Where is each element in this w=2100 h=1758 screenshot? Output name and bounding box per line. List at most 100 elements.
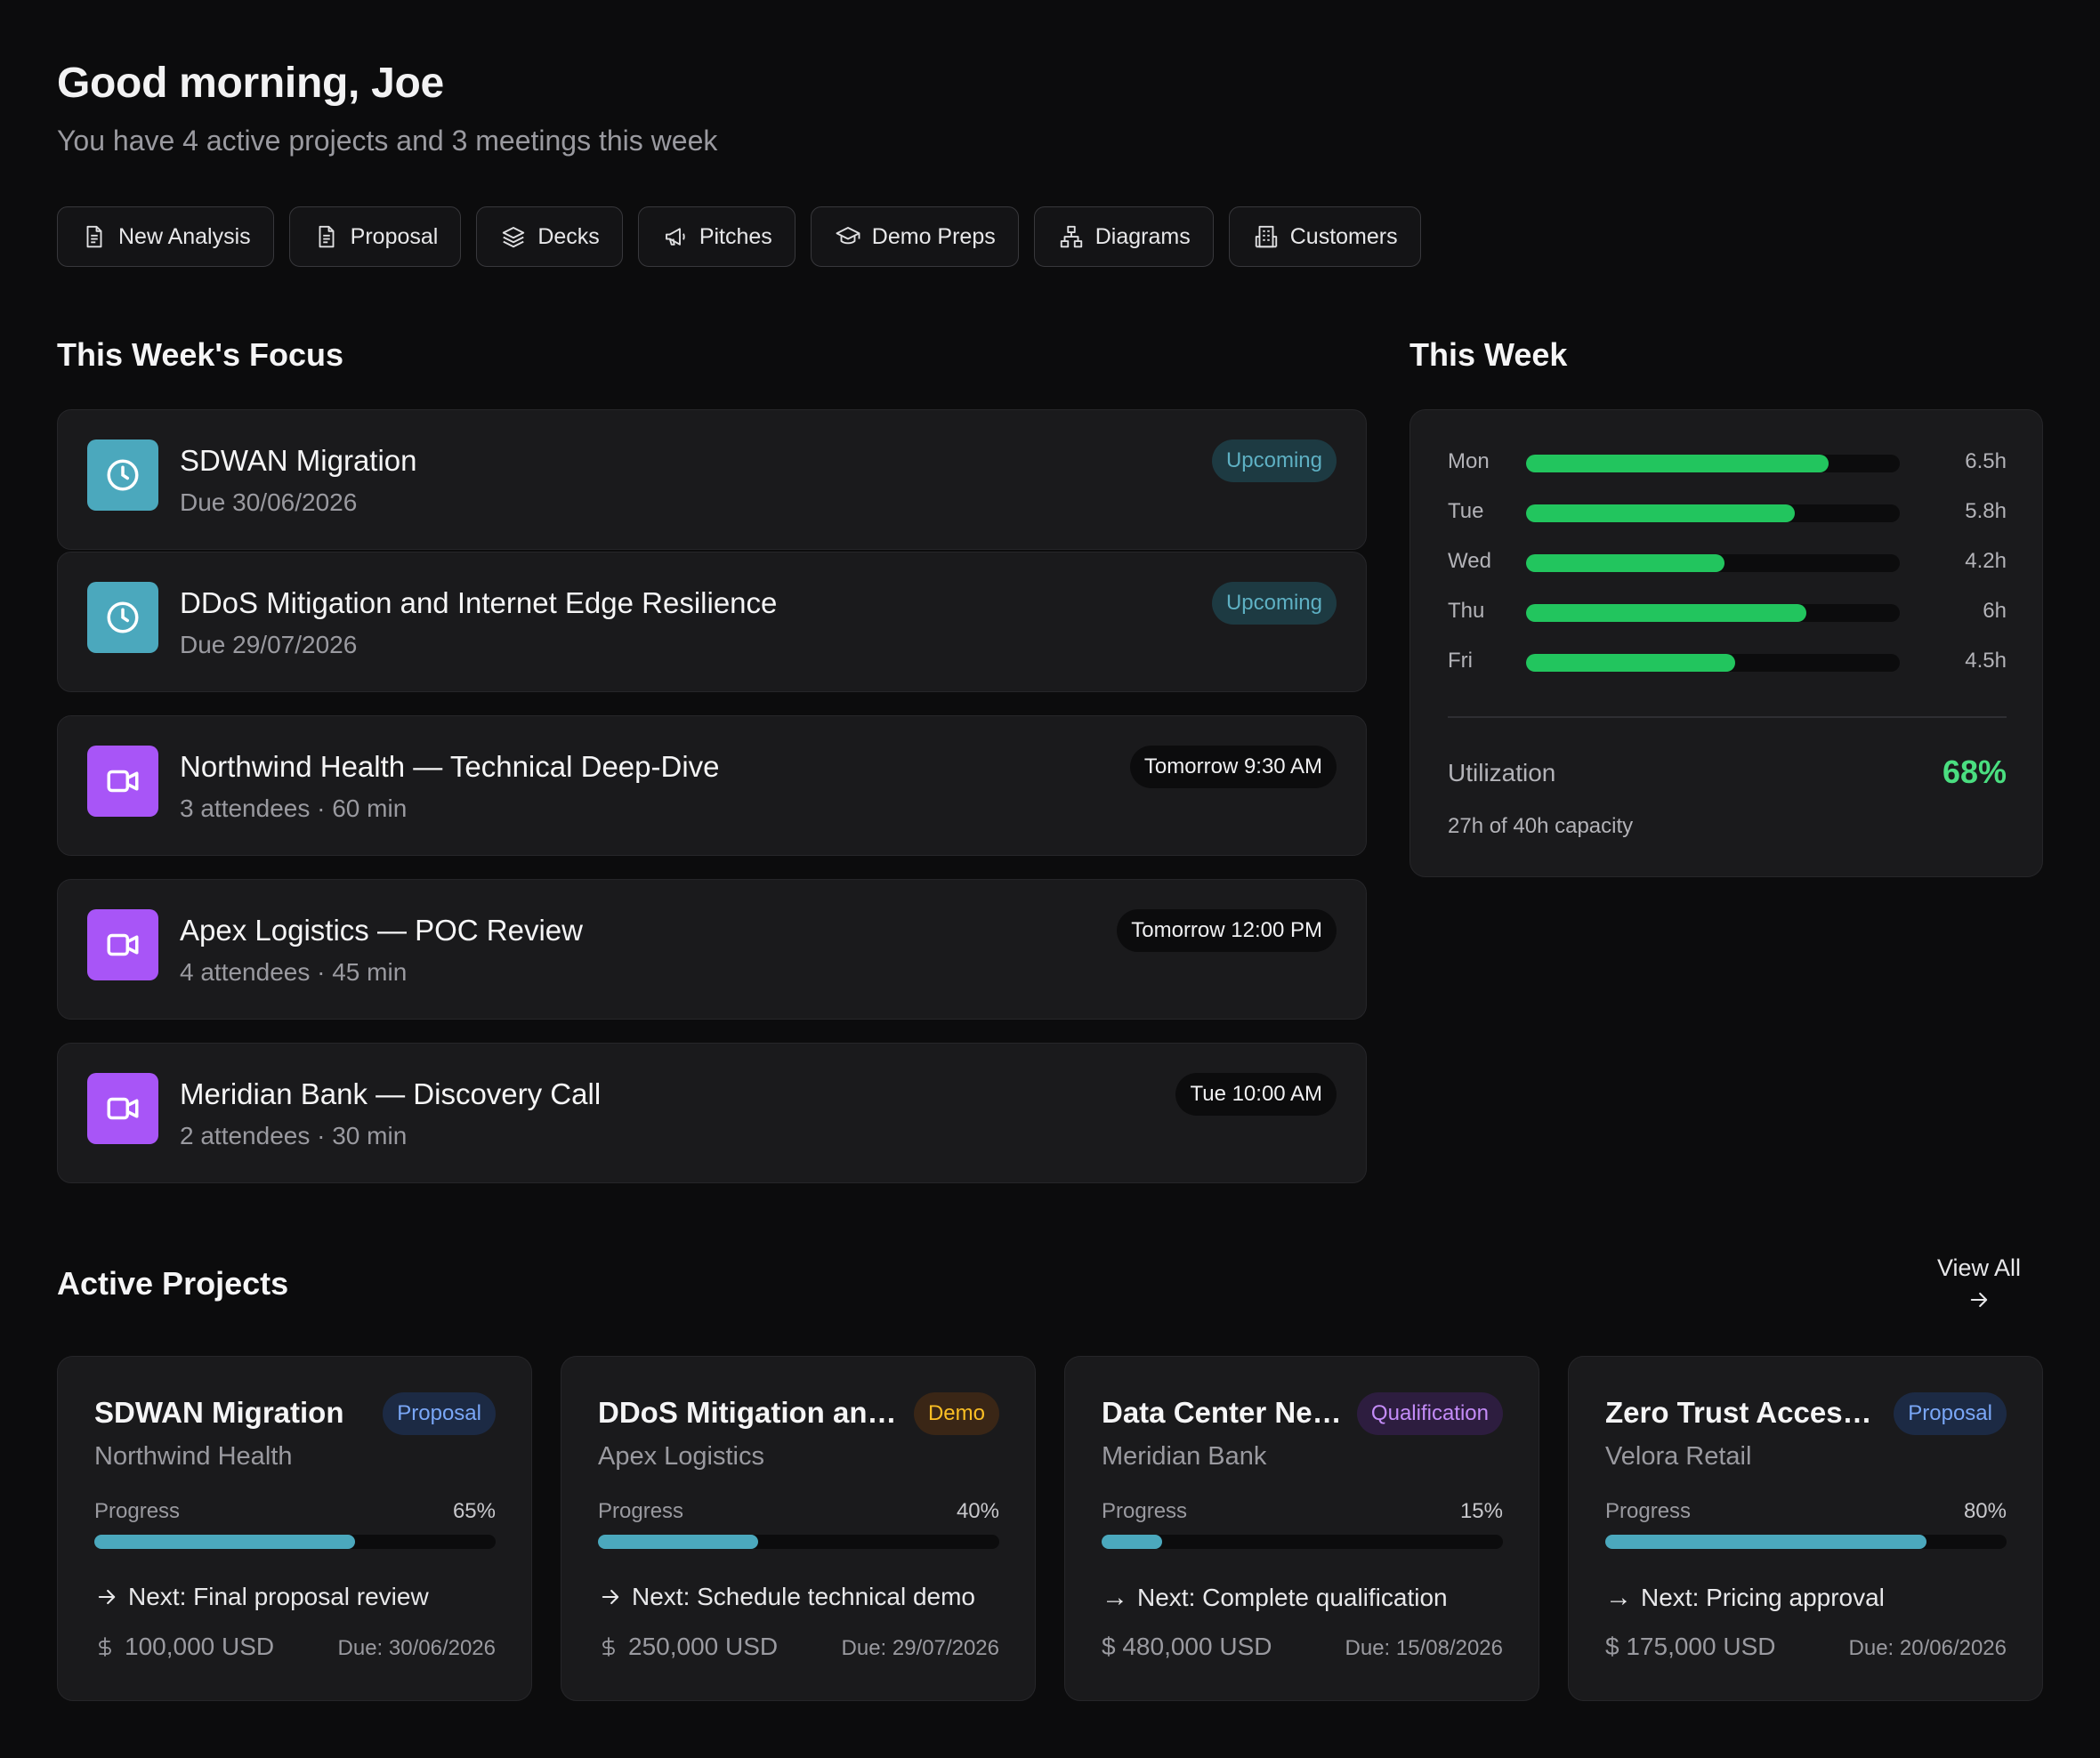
utilization-label: Utilization <box>1448 759 1556 786</box>
project-title: Data Center Network Refresh <box>1102 1396 1346 1429</box>
focus-subtitle: Due 29/07/2026 <box>180 631 358 658</box>
project-client: Meridian Bank <box>1102 1442 1267 1471</box>
progress-bar-track <box>1102 1535 1503 1549</box>
due-date: Due: 20/06/2026 <box>1848 1636 2007 1660</box>
focus-card[interactable]: DDoS Mitigation and Internet Edge Resili… <box>57 552 1367 692</box>
hours-bar-track <box>1526 604 1900 622</box>
day-hours: 4.5h <box>1965 649 2007 673</box>
project-card[interactable]: Zero Trust Access Rollout Proposal Velor… <box>1568 1356 2043 1701</box>
divider <box>1448 716 2007 718</box>
day-label: Tue <box>1448 499 1484 523</box>
progress-bar-fill <box>94 1535 356 1549</box>
new-analysis-button[interactable]: New Analysis <box>57 206 274 267</box>
hours-bar-fill <box>1526 504 1796 522</box>
project-card[interactable]: SDWAN Migration Proposal Northwind Healt… <box>57 1356 532 1701</box>
customers-label: Customers <box>1289 223 1398 249</box>
day-hours: 6h <box>1983 599 2007 623</box>
diagrams-button[interactable]: Diagrams <box>1033 206 1214 267</box>
day-hours: 5.8h <box>1965 499 2007 523</box>
capacity-text: 27h of 40h capacity <box>1448 814 1634 838</box>
hours-bar-track <box>1526 504 1900 522</box>
next-step-text: Next: Schedule technical demo <box>632 1583 975 1610</box>
status-badge: Upcoming <box>1211 440 1337 482</box>
demo-preps-label: Demo Preps <box>871 223 996 249</box>
day-hours: 4.2h <box>1965 549 2007 573</box>
next-step: → Next: Pricing approval <box>1605 1583 1885 1613</box>
amount-text: 250,000 USD <box>628 1633 779 1660</box>
next-step: Next: Final proposal review <box>94 1583 429 1611</box>
arrow-right-icon <box>602 1589 619 1605</box>
view-all-label: View All <box>1936 1254 2022 1281</box>
deal-amount: $ 175,000 USD <box>1605 1633 1775 1661</box>
day-row-wed: Wed 4.2h <box>1410 544 2042 579</box>
deal-amount: 250,000 USD <box>598 1633 778 1661</box>
view-all-link[interactable]: View All <box>1934 1254 2023 1312</box>
week-section-title: This Week <box>1409 336 1568 373</box>
hours-bar-fill <box>1526 455 1829 472</box>
demo-preps-button[interactable]: Demo Preps <box>810 206 1019 267</box>
progress-label: Progress <box>598 1499 684 1523</box>
customers-button[interactable]: Customers <box>1228 206 1421 267</box>
meeting-title: Northwind Health — Technical Deep-Dive <box>180 750 720 783</box>
proposal-button[interactable]: Proposal <box>288 206 462 267</box>
megaphone-icon <box>665 228 685 246</box>
project-title: DDoS Mitigation and Internet Edge Resili… <box>598 1396 908 1429</box>
decks-button[interactable]: Decks <box>476 206 623 267</box>
focus-section-title: This Week's Focus <box>57 336 343 373</box>
meeting-title: Meridian Bank — Discovery Call <box>180 1077 602 1110</box>
project-card[interactable]: Data Center Network Refresh Qualificatio… <box>1064 1356 1539 1701</box>
meeting-card[interactable]: Northwind Health — Technical Deep-Dive 3… <box>57 715 1367 856</box>
video-icon <box>87 746 158 817</box>
long-arrow-icon: → <box>1102 1583 1128 1612</box>
project-title: SDWAN Migration <box>94 1396 344 1429</box>
project-card[interactable]: DDoS Mitigation and Internet Edge Resili… <box>561 1356 1036 1701</box>
progress-value: 15% <box>1459 1499 1503 1523</box>
layers-icon <box>503 227 525 248</box>
project-client: Velora Retail <box>1605 1442 1752 1471</box>
day-row-fri: Fri 4.5h <box>1410 643 2042 679</box>
day-label: Fri <box>1448 649 1473 673</box>
project-client: Apex Logistics <box>598 1442 764 1471</box>
amount-text: 100,000 USD <box>125 1633 275 1660</box>
document-icon <box>86 225 102 248</box>
day-label: Wed <box>1448 549 1491 573</box>
meeting-card[interactable]: Meridian Bank — Discovery Call 2 attende… <box>57 1043 1367 1183</box>
stage-badge: Proposal <box>1894 1392 2007 1435</box>
arrow-right-icon <box>98 1589 116 1605</box>
day-row-mon: Mon 6.5h <box>1410 444 2042 480</box>
hours-bar-track <box>1526 455 1900 472</box>
pitches-label: Pitches <box>699 223 772 249</box>
hours-bar-track <box>1526 654 1900 672</box>
meeting-time-badge: Tue 10:00 AM <box>1175 1073 1337 1116</box>
meeting-title: Apex Logistics — POC Review <box>180 914 583 947</box>
graduation-cap-icon <box>836 227 860 245</box>
stage-badge: Demo <box>913 1392 999 1435</box>
day-label: Mon <box>1448 449 1490 473</box>
meeting-time-badge: Tomorrow 9:30 AM <box>1129 746 1337 788</box>
day-row-thu: Thu 6h <box>1410 593 2042 629</box>
meeting-time-badge: Tomorrow 12:00 PM <box>1117 909 1337 952</box>
pitches-button[interactable]: Pitches <box>637 206 796 267</box>
dollar-icon <box>99 1637 111 1657</box>
focus-card[interactable]: SDWAN Migration Due 30/06/2026 Upcoming <box>57 409 1367 550</box>
proposal-label: Proposal <box>350 223 439 249</box>
clock-icon <box>87 582 158 653</box>
progress-bar-fill <box>598 1535 759 1549</box>
amount-text: $ 175,000 USD <box>1605 1633 1776 1660</box>
new-analysis-label: New Analysis <box>118 223 251 249</box>
dollar-icon <box>602 1637 615 1657</box>
project-title: Zero Trust Access Rollout <box>1605 1396 1881 1429</box>
meeting-card[interactable]: Apex Logistics — POC Review 4 attendees … <box>57 879 1367 1020</box>
due-date: Due: 15/08/2026 <box>1345 1636 1503 1660</box>
hours-bar-fill <box>1526 604 1806 622</box>
next-step-text: Next: Pricing approval <box>1641 1584 1885 1611</box>
progress-value: 80% <box>1963 1499 2007 1523</box>
progress-bar-track <box>598 1535 999 1549</box>
meeting-details: 2 attendees · 30 min <box>180 1122 408 1149</box>
next-step: → Next: Complete qualification <box>1102 1583 1448 1613</box>
day-label: Thu <box>1448 599 1485 623</box>
stage-badge: Qualification <box>1356 1392 1503 1435</box>
week-hours-panel: Mon 6.5h Tue 5.8h Wed 4.2h Thu 6h Fri 4.… <box>1409 409 2043 877</box>
next-step-text: Next: Final proposal review <box>128 1583 429 1610</box>
